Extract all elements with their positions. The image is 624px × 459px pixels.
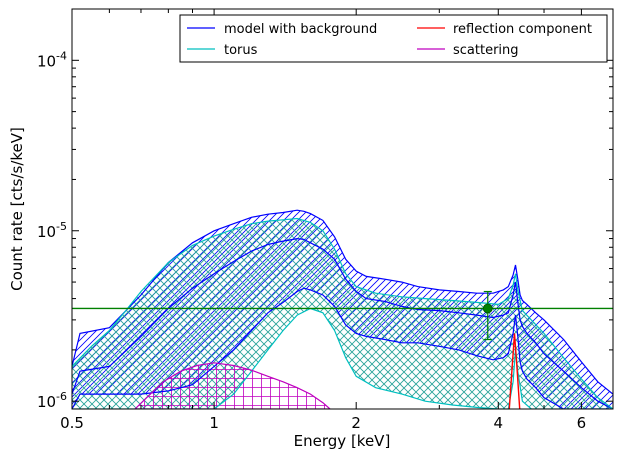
- y-tick-label: 10-4: [37, 49, 67, 70]
- model-upper-line: [72, 209, 613, 395]
- legend: model with background reflection compone…: [179, 14, 608, 63]
- x-tick-label: 2: [351, 414, 361, 432]
- scattering-band: [135, 362, 330, 409]
- torus-upper-line: [72, 217, 613, 409]
- lines-layer: [72, 209, 613, 409]
- torus-band: [72, 218, 613, 409]
- x-tick-label: 0.5: [60, 414, 84, 432]
- x-axis-label: Energy [keV]: [294, 432, 391, 450]
- y-axis-label: Count rate [cts/s/keV]: [8, 127, 26, 291]
- reflection-line: [508, 333, 521, 409]
- data-point-marker: [482, 303, 493, 314]
- legend-label-scattering: scattering: [453, 43, 519, 58]
- x-tick-label: 4: [494, 414, 504, 432]
- scattering-upper-line: [134, 362, 331, 409]
- legend-label-model: model with background: [224, 22, 377, 37]
- model-lower-line: [72, 287, 613, 409]
- y-tick-label: 10-6: [37, 390, 67, 411]
- legend-label-torus: torus: [224, 43, 258, 58]
- plot-frame: [71, 8, 614, 410]
- x-tick-label: 1: [209, 414, 219, 432]
- x-tick-label: 6: [577, 414, 587, 432]
- bands-layer: [72, 210, 613, 409]
- torus-lower-line: [72, 307, 613, 409]
- legend-label-reflection: reflection component: [453, 22, 592, 37]
- model-center-line: [72, 237, 613, 409]
- y-tick-label: 10-5: [37, 220, 67, 241]
- axis-ticks: 0.5 1 2 4 6 10-6 10-5 10-4: [37, 8, 614, 432]
- plot-area: [72, 209, 613, 409]
- legend-box: [179, 14, 608, 63]
